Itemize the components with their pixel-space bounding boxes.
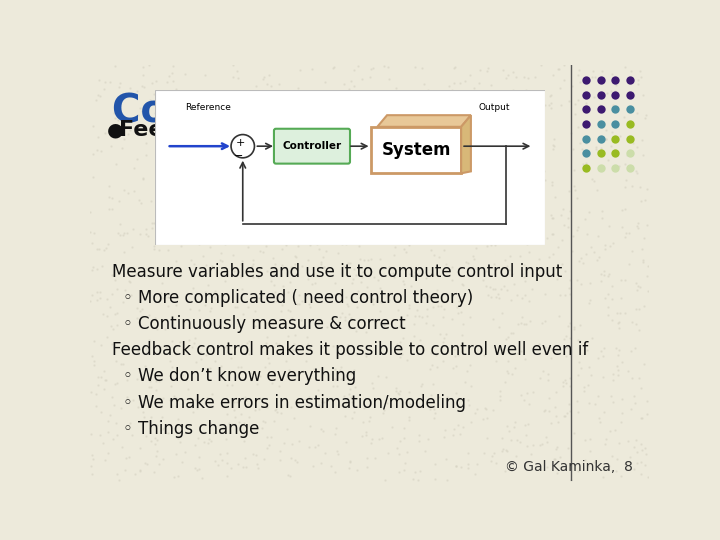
Polygon shape	[377, 115, 471, 127]
Text: +: +	[235, 138, 245, 149]
Circle shape	[231, 134, 254, 158]
Text: Control System: Control System	[112, 92, 447, 130]
Text: System: System	[382, 141, 451, 159]
Text: ●: ●	[107, 120, 124, 139]
Text: Controller: Controller	[282, 141, 341, 151]
Text: Feedback Control: Feedback Control	[120, 120, 338, 140]
Text: ◦ We make errors in estimation/modeling: ◦ We make errors in estimation/modeling	[122, 394, 466, 411]
Text: Reference: Reference	[185, 103, 230, 112]
Text: Feedback control makes it possible to control well even if: Feedback control makes it possible to co…	[112, 341, 588, 359]
Text: ◦ Continuously measure & correct: ◦ Continuously measure & correct	[122, 315, 405, 333]
FancyBboxPatch shape	[155, 90, 545, 245]
Text: −: −	[233, 151, 243, 161]
FancyBboxPatch shape	[274, 129, 350, 164]
Text: ◦ We don’t know everything: ◦ We don’t know everything	[122, 367, 356, 386]
Text: Measure variables and use it to compute control input: Measure variables and use it to compute …	[112, 262, 562, 281]
Polygon shape	[461, 115, 471, 173]
Text: ◦ More complicated ( need control theory): ◦ More complicated ( need control theory…	[122, 289, 473, 307]
Text: © Gal Kaminka,  8: © Gal Kaminka, 8	[505, 461, 632, 475]
FancyBboxPatch shape	[372, 127, 461, 173]
Text: Output: Output	[479, 103, 510, 112]
Text: ◦ Things change: ◦ Things change	[122, 420, 259, 438]
